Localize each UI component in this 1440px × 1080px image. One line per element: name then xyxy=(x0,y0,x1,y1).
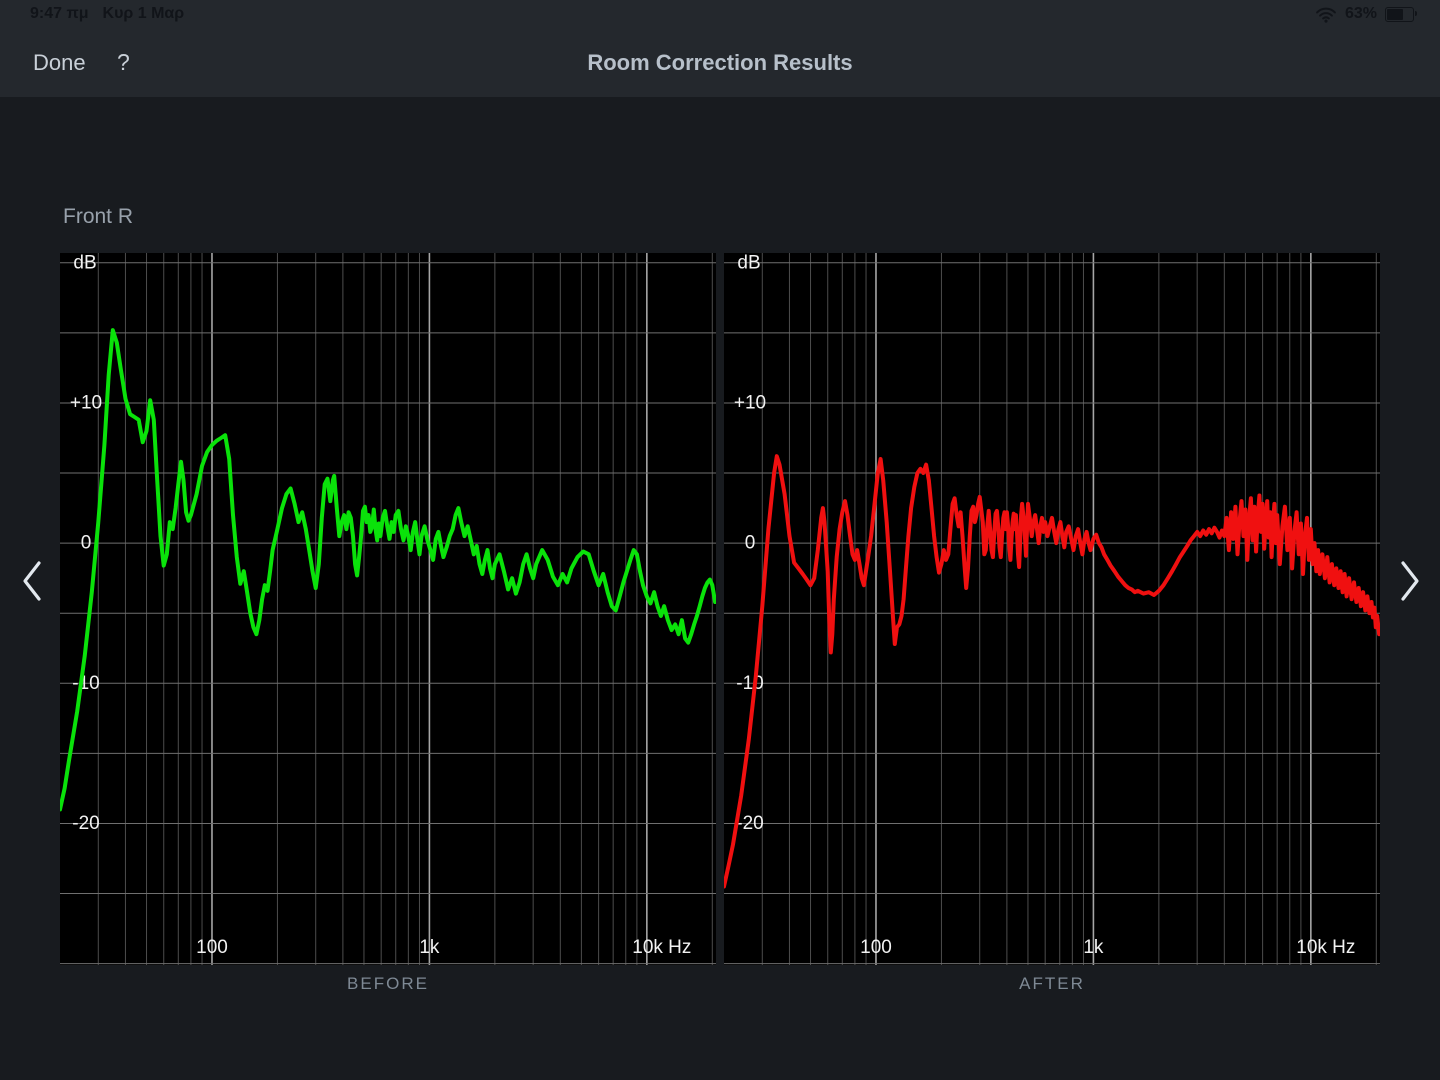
after-chart: dB +10 0 -10 -20 100 1k 10k Hz xyxy=(724,253,1380,965)
svg-text:-10: -10 xyxy=(72,673,99,694)
svg-text:1k: 1k xyxy=(419,937,440,958)
help-button[interactable]: ? xyxy=(117,28,130,97)
chevron-left-icon xyxy=(23,561,41,601)
svg-text:1k: 1k xyxy=(1083,937,1104,958)
svg-text:0: 0 xyxy=(81,533,92,554)
next-channel-button[interactable] xyxy=(1390,556,1430,606)
status-right: 63% xyxy=(1315,5,1417,23)
before-chart: dB +10 0 -10 -20 100 1k 10k Hz xyxy=(60,253,716,965)
svg-text:10k Hz: 10k Hz xyxy=(632,937,691,958)
channel-label: Front R xyxy=(63,205,134,228)
status-bar: 9:47 πμ Κυρ 1 Μαρ 63% xyxy=(0,0,1440,28)
chevron-right-icon xyxy=(1401,561,1419,601)
svg-text:-20: -20 xyxy=(736,813,763,834)
svg-text:100: 100 xyxy=(860,937,892,958)
svg-text:-10: -10 xyxy=(736,673,763,694)
before-caption: BEFORE xyxy=(347,974,429,993)
svg-text:10k Hz: 10k Hz xyxy=(1296,937,1355,958)
svg-text:+10: +10 xyxy=(734,392,766,413)
after-caption: AFTER xyxy=(1019,974,1085,993)
svg-text:-20: -20 xyxy=(72,813,99,834)
done-button[interactable]: Done xyxy=(33,28,86,97)
after-chart-plot: dB +10 0 -10 -20 100 1k 10k Hz xyxy=(724,253,1380,965)
battery-icon xyxy=(1385,6,1417,22)
before-chart-plot: dB +10 0 -10 -20 100 1k 10k Hz xyxy=(60,253,716,965)
top-bar: 9:47 πμ Κυρ 1 Μαρ 63% Room Correction Res… xyxy=(0,0,1440,97)
svg-text:0: 0 xyxy=(745,533,756,554)
status-date: Κυρ 1 Μαρ xyxy=(102,5,185,22)
prev-channel-button[interactable] xyxy=(12,556,52,606)
battery-percent: 63% xyxy=(1344,5,1377,22)
status-left: 9:47 πμ Κυρ 1 Μαρ xyxy=(30,5,198,23)
svg-text:100: 100 xyxy=(196,937,228,958)
svg-text:+10: +10 xyxy=(70,392,102,413)
page-title: Room Correction Results xyxy=(587,49,853,75)
wifi-icon xyxy=(1316,7,1336,23)
svg-text:dB: dB xyxy=(73,253,96,273)
nav-bar: Room Correction Results Done ? xyxy=(0,28,1440,97)
status-time: 9:47 πμ xyxy=(30,5,89,22)
svg-text:dB: dB xyxy=(737,253,760,273)
